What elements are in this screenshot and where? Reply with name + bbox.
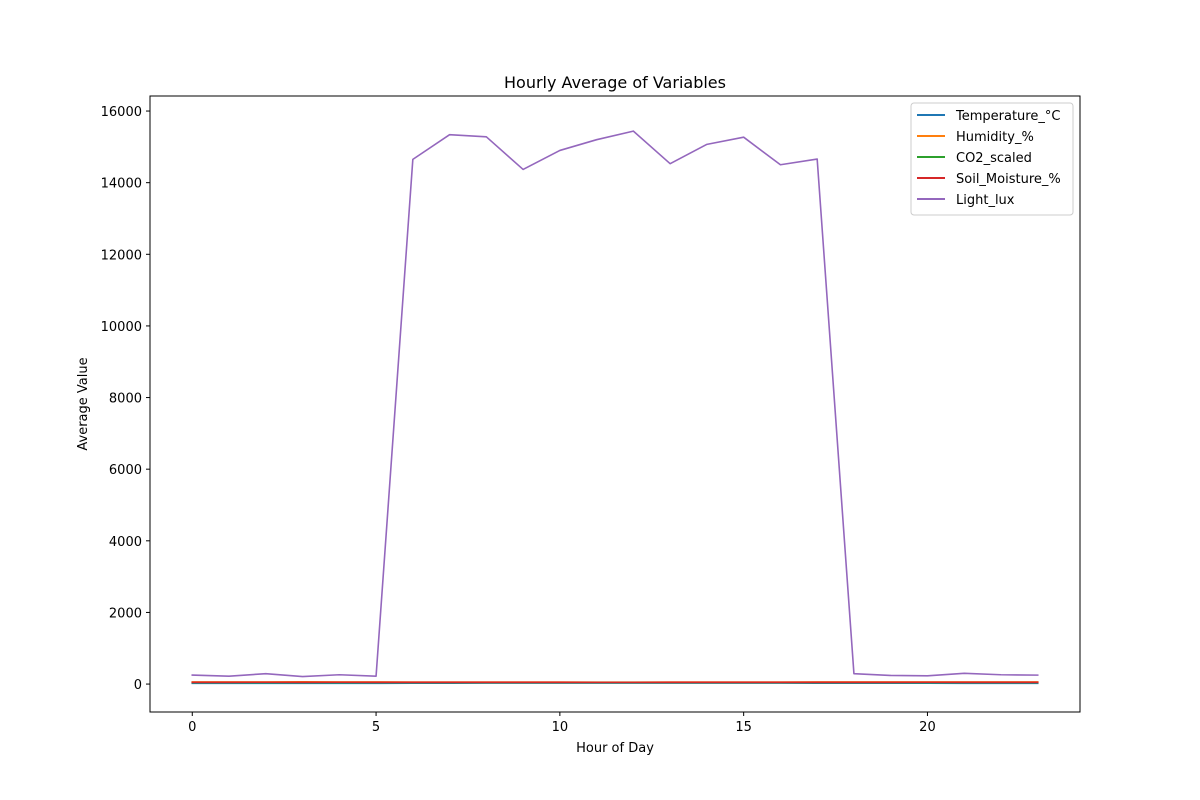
legend-box <box>910 102 1074 216</box>
y-tick-label: 2000 <box>109 606 142 621</box>
legend: Temperature_°C Humidity_% CO2_scaled Soil_M… <box>910 102 1074 216</box>
chart-title: Hourly Average of Variables <box>504 73 726 92</box>
y-tick-label: 14000 <box>101 177 142 192</box>
x-tick-label: 5 <box>372 720 380 735</box>
x-tick-label: 15 <box>735 720 752 735</box>
legend-label: Soil_Moisture_% <box>956 172 1061 187</box>
legend-label: Humidity_% <box>956 130 1034 145</box>
series-line-light-lux <box>191 130 1039 678</box>
x-tick-label: 20 <box>919 720 936 735</box>
y-tick-label: 8000 <box>109 392 142 407</box>
plot-area: 0 5 10 15 20 0 2000 4000 6000 8000 10000 12000 14000… <box>101 95 1081 735</box>
y-tick-label: 6000 <box>109 463 142 478</box>
legend-label: CO2_scaled <box>956 151 1032 166</box>
x-tick-label: 10 <box>552 720 569 735</box>
y-tick-label: 16000 <box>101 105 142 120</box>
x-tick-label: 0 <box>188 720 196 735</box>
y-tick-label: 4000 <box>109 535 142 550</box>
y-tick-label: 0 <box>134 678 142 693</box>
y-tick-label: 10000 <box>101 320 142 335</box>
legend-label: Light_lux <box>956 193 1015 208</box>
x-axis-title: Hour of Day <box>576 741 654 756</box>
y-axis-title: Average Value <box>76 357 91 450</box>
plot-frame <box>149 95 1081 713</box>
y-tick-label: 12000 <box>101 248 142 263</box>
legend-label: Temperature_°C <box>955 109 1060 124</box>
